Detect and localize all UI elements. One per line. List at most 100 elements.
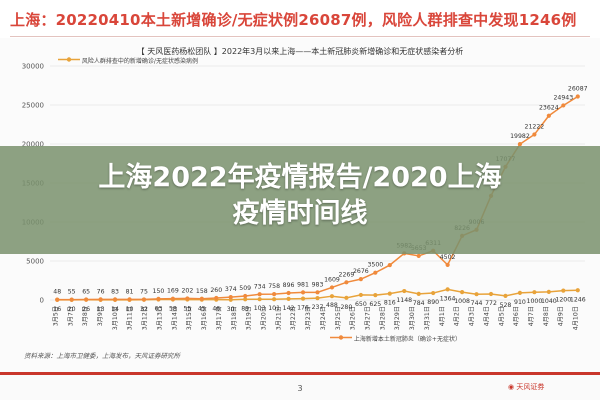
series-1-data-label: 816	[384, 300, 396, 307]
series-1-data-label: 142	[283, 305, 295, 312]
x-tick-label: 3月8日	[82, 306, 89, 326]
series-1-point	[272, 297, 277, 302]
series-1-data-label: 30	[227, 306, 235, 313]
series-2-data-label: 48	[53, 289, 61, 296]
series-1-data-label: 58	[169, 306, 177, 313]
series-1-point	[532, 290, 537, 295]
footer-band	[0, 372, 600, 400]
series-2-point	[286, 290, 291, 296]
x-tick-label: 4月8日	[543, 306, 550, 326]
x-tick-label: 4月2日	[454, 306, 461, 326]
series-2-point	[98, 297, 103, 302]
series-2-point	[416, 253, 421, 259]
series-2-point	[272, 291, 277, 297]
y-tick-label: 25000	[22, 102, 44, 110]
series-2-data-label: 734	[254, 283, 266, 290]
series-2-data-label: 260	[210, 287, 222, 294]
y-tick-label: 30000	[22, 63, 44, 71]
series-1-point	[243, 297, 248, 302]
headline-title: 上海：20220410本土新增确诊/无症状例26087例，风险人群排查中发现12…	[10, 11, 577, 29]
series-1-data-label: 10	[126, 306, 134, 313]
overlay-title-line2: 疫情时间线	[232, 198, 368, 229]
series-1-point	[546, 289, 551, 294]
x-tick-label: 3月19日	[246, 306, 253, 330]
series-1-point	[315, 296, 320, 301]
line-chart: 0500010000150002000025000300003月5日3月7日3月…	[22, 63, 588, 331]
page-number: 3	[297, 384, 303, 393]
series-1-data-label: 26	[82, 306, 90, 313]
series-1-data-label: 528	[500, 302, 512, 309]
x-tick-label: 3月28日	[379, 306, 386, 330]
legend-screening-label: 风险人群排查中的新增确诊/无症状感染病例	[81, 58, 198, 65]
series-2-data-label: 83	[111, 288, 119, 295]
series-1-point	[257, 297, 262, 302]
series-2-data-label: 2676	[353, 268, 369, 275]
series-1-data-label: 772	[485, 300, 497, 307]
series-2-data-label: 23624	[539, 105, 559, 112]
series-2-data-label: 158	[196, 288, 208, 295]
x-tick-label: 3月26日	[350, 306, 357, 330]
series-2-data-label: 19982	[510, 133, 530, 140]
x-tick-label: 3月18日	[231, 306, 238, 330]
figure-title: 【 天风医药杨松团队 】2022年3月以来上海——本土新冠肺炎新增确诊和无症状感…	[136, 47, 464, 56]
legend-total: 上海新增本土新冠肺炎（确诊+无症状）	[330, 334, 461, 343]
series-1-data-label: 890	[427, 299, 439, 306]
series-1-data-label: 625	[369, 301, 381, 308]
x-tick-label: 3月20日	[260, 306, 267, 330]
series-1-data-label: 1364	[440, 295, 456, 302]
series-2-data-label: 24943	[553, 94, 573, 101]
series-1-data-label: 55	[183, 306, 191, 313]
series-2-point	[228, 294, 233, 300]
x-tick-label: 3月9日	[97, 306, 104, 326]
series-2-point	[445, 262, 450, 267]
series-1-data-label: 13	[97, 306, 105, 313]
series-1-data-label: 237	[312, 304, 324, 311]
series-1-data-label: 32	[140, 306, 148, 313]
series-1-point	[575, 288, 580, 293]
series-2-data-label: 374	[225, 286, 237, 293]
series-1-point	[445, 287, 450, 292]
series-1-data-label: 101	[268, 305, 280, 312]
series-2-point	[112, 297, 118, 302]
x-tick-label: 3月17日	[216, 306, 223, 330]
legend-screening-swatch	[58, 57, 80, 62]
x-tick-label: 3月15日	[186, 306, 193, 330]
series-2-data-label: 3500	[367, 262, 383, 269]
series-2-data-label: 896	[283, 282, 295, 289]
source-note: 资料来源：上海市卫健委，上海发布，天风证券研究所	[24, 352, 180, 360]
x-tick-label: 3月25日	[335, 306, 342, 330]
series-2-data-label: 81	[126, 288, 134, 295]
headline-bar: 上海：20220410本土新增确诊/无症状例26087例，风险人群排查中发现12…	[0, 0, 600, 38]
x-tick-label: 3月5日	[52, 306, 59, 326]
series-2-data-label: 65	[82, 288, 90, 295]
series-1-point	[488, 291, 494, 297]
series-2-point	[156, 296, 161, 301]
series-2-point	[387, 262, 392, 268]
series-1-point	[459, 290, 465, 295]
series-1-point	[387, 291, 392, 296]
x-tick-label: 4月1日	[439, 306, 446, 326]
series-2-point	[257, 292, 262, 297]
series-1-data-label: 280	[341, 304, 353, 311]
series-2-point	[561, 103, 566, 108]
series-2-data-label: 75	[140, 288, 148, 295]
series-1-data-label: 103	[254, 305, 266, 312]
series-2-point	[532, 132, 537, 137]
series-1-point	[300, 296, 306, 301]
series-1-data-label: 1246	[570, 296, 586, 303]
x-tick-label: 3月29日	[394, 306, 401, 330]
legend-screening: 风险人群排查中的新增确诊/无症状感染病例	[58, 56, 198, 65]
series-1-data-label: 46	[212, 306, 220, 313]
series-2-point	[243, 293, 248, 299]
brand-name: 天风证券	[516, 383, 545, 391]
series-1-data-label: 650	[355, 301, 367, 308]
overlay-title-line1: 上海2022年疫情报告/2020上海	[98, 162, 502, 193]
series-1-point	[416, 291, 421, 296]
series-2-point	[127, 297, 132, 302]
series-1-point	[561, 288, 566, 293]
series-2-point	[185, 296, 190, 301]
x-tick-label: 4月4日	[483, 306, 490, 326]
series-2-point	[315, 290, 320, 295]
series-1-data-label: 45	[198, 306, 206, 313]
